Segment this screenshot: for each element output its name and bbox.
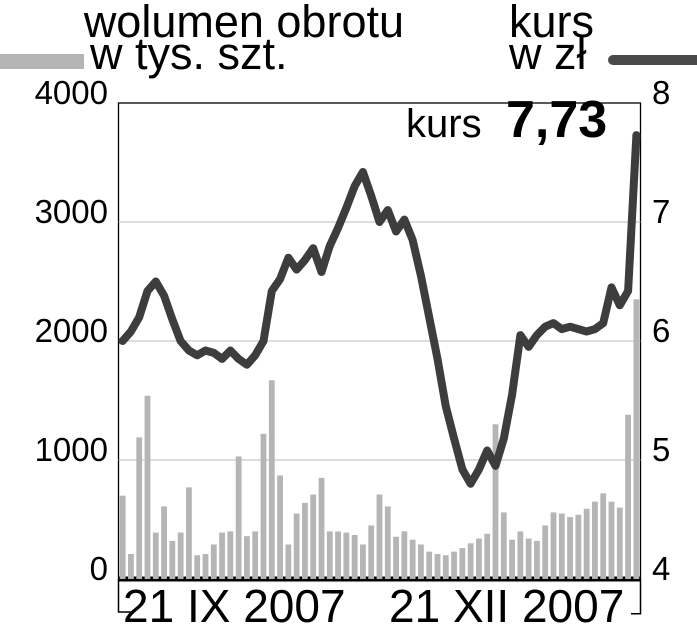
svg-text:4000: 4000 (35, 74, 108, 111)
svg-text:0: 0 (90, 550, 108, 587)
svg-text:1000: 1000 (35, 431, 108, 468)
svg-text:7,73: 7,73 (506, 91, 607, 149)
svg-text:4: 4 (652, 550, 670, 587)
svg-text:w zł: w zł (508, 28, 587, 79)
svg-text:3000: 3000 (35, 193, 108, 230)
svg-text:7: 7 (652, 193, 670, 230)
svg-text:5: 5 (652, 431, 670, 468)
svg-text:6: 6 (652, 312, 670, 349)
svg-text:8: 8 (652, 74, 670, 111)
svg-text:21 IX 2007: 21 IX 2007 (123, 580, 346, 632)
svg-text:2000: 2000 (35, 312, 108, 349)
svg-text:kurs: kurs (406, 102, 482, 146)
svg-text:w tys. szt.: w tys. szt. (89, 28, 288, 79)
svg-text:21 XII 2007: 21 XII 2007 (389, 580, 624, 632)
